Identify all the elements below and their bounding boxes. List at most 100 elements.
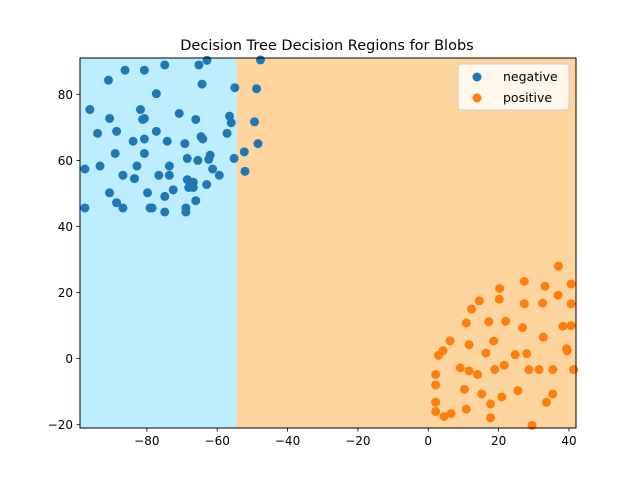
legend-label-positive: positive — [503, 90, 552, 105]
chart-title: Decision Tree Decision Regions for Blobs — [180, 38, 473, 54]
positive-point-41 — [540, 281, 550, 291]
positive-point-49 — [562, 346, 572, 356]
negative-point-32 — [162, 136, 172, 146]
negative-point-55 — [214, 170, 224, 180]
negative-series — [80, 55, 265, 217]
negative-point-65 — [253, 139, 263, 149]
y-tick-label-4: 60 — [58, 154, 73, 168]
positive-point-16 — [473, 369, 483, 379]
positive-point-51 — [566, 279, 576, 289]
negative-point-62 — [240, 166, 250, 176]
legend-label-negative: negative — [503, 69, 558, 84]
x-tick-label-2: −40 — [275, 434, 300, 448]
negative-point-67 — [197, 79, 207, 89]
negative-point-48 — [194, 60, 204, 70]
positive-point-19 — [481, 348, 491, 358]
negative-point-35 — [168, 185, 178, 195]
positive-point-40 — [538, 332, 548, 342]
positive-point-3 — [431, 406, 441, 416]
negative-point-22 — [139, 148, 149, 158]
negative-point-13 — [120, 65, 130, 75]
negative-point-30 — [160, 60, 170, 70]
negative-point-58 — [226, 118, 236, 128]
positive-point-21 — [486, 413, 496, 423]
negative-point-2 — [85, 105, 95, 115]
negative-point-10 — [112, 198, 122, 208]
positive-point-22 — [486, 399, 496, 409]
x-tick-label-4: 0 — [424, 434, 432, 448]
negative-point-28 — [154, 170, 164, 180]
positive-point-43 — [548, 389, 558, 399]
x-tick-label-1: −60 — [205, 434, 230, 448]
negative-point-3 — [93, 128, 103, 138]
negative-point-56 — [222, 128, 232, 138]
negative-point-8 — [110, 148, 120, 158]
x-axis: −80 −60 −40 −20 0 20 40 — [134, 428, 577, 448]
positive-point-0 — [431, 369, 441, 379]
positive-point-37 — [527, 420, 537, 430]
negative-point-14 — [128, 136, 138, 146]
positive-point-23 — [489, 336, 499, 346]
negative-point-54 — [208, 164, 218, 174]
negative-point-1 — [80, 203, 90, 213]
negative-point-0 — [80, 164, 90, 174]
negative-point-11 — [118, 203, 128, 213]
negative-point-25 — [147, 203, 157, 213]
positive-point-30 — [510, 350, 520, 360]
positive-point-34 — [519, 276, 529, 286]
y-tick-label-1: 0 — [65, 352, 73, 366]
positive-point-6 — [439, 411, 449, 421]
negative-point-15 — [130, 174, 140, 184]
negative-point-63 — [249, 117, 259, 127]
negative-point-9 — [112, 126, 122, 136]
positive-point-28 — [499, 360, 509, 370]
negative-point-46 — [191, 196, 201, 206]
positive-point-15 — [467, 304, 477, 314]
negative-point-4 — [95, 161, 105, 171]
negative-point-50 — [198, 134, 208, 144]
negative-point-66 — [255, 55, 265, 65]
positive-point-17 — [474, 296, 484, 306]
legend: negative positive — [457, 63, 570, 111]
negative-point-16 — [132, 161, 142, 171]
positive-point-1 — [431, 380, 441, 390]
positive-point-26 — [495, 284, 505, 294]
positive-point-20 — [484, 317, 494, 327]
negative-point-44 — [188, 183, 198, 192]
negative-point-36 — [174, 109, 184, 118]
positive-point-14 — [464, 366, 474, 376]
positive-point-35 — [522, 349, 532, 359]
x-tick-label-5: 20 — [491, 434, 506, 448]
positive-point-50 — [566, 299, 576, 309]
positive-point-12 — [461, 404, 471, 414]
positive-point-11 — [461, 318, 471, 328]
negative-point-68 — [202, 55, 212, 65]
positive-point-25 — [494, 294, 504, 304]
positive-point-53 — [569, 365, 579, 375]
positive-point-46 — [553, 261, 563, 271]
negative-point-34 — [164, 161, 174, 171]
negative-point-17 — [136, 105, 146, 115]
negative-point-5 — [103, 75, 113, 85]
positive-point-31 — [513, 386, 523, 396]
y-axis: −20 0 20 40 60 80 — [48, 88, 80, 432]
legend-marker-negative — [472, 72, 482, 82]
positive-point-39 — [538, 298, 548, 308]
positive-point-42 — [541, 397, 551, 407]
region-0 — [80, 58, 237, 428]
positive-point-45 — [553, 290, 563, 300]
positive-point-44 — [548, 365, 558, 375]
positive-point-33 — [519, 299, 529, 309]
negative-point-20 — [139, 113, 149, 123]
negative-point-41 — [182, 153, 192, 163]
positive-point-8 — [446, 408, 456, 418]
positive-point-18 — [477, 389, 487, 399]
region-1 — [236, 58, 576, 428]
x-tick-label-0: −80 — [134, 434, 159, 448]
negative-point-53 — [205, 150, 215, 160]
positive-point-36 — [524, 365, 534, 375]
negative-point-27 — [151, 126, 161, 136]
positive-point-24 — [490, 365, 500, 375]
positive-point-32 — [518, 323, 528, 333]
